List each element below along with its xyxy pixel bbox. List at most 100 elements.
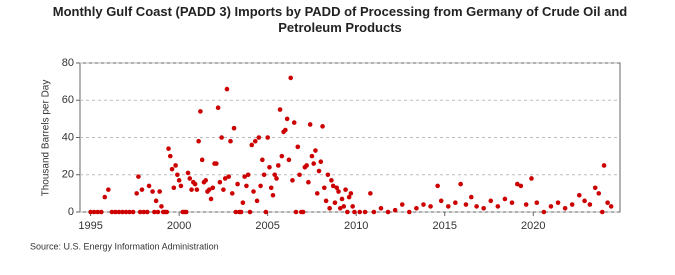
point <box>330 183 336 189</box>
point <box>261 172 267 178</box>
point <box>150 189 155 194</box>
point <box>309 153 315 159</box>
point <box>219 135 224 140</box>
point <box>270 192 276 198</box>
point <box>428 204 433 209</box>
point <box>252 138 258 144</box>
point <box>249 142 255 148</box>
point <box>290 178 295 183</box>
point <box>534 200 540 205</box>
point <box>127 209 132 215</box>
point <box>293 209 299 215</box>
point <box>297 172 302 178</box>
y-tick-label: 80 <box>62 57 74 69</box>
point <box>187 176 193 181</box>
point <box>313 148 318 153</box>
point <box>322 185 327 191</box>
x-tick-label: 2015 <box>432 220 456 232</box>
point <box>233 209 239 215</box>
point <box>279 153 285 159</box>
point <box>458 181 463 187</box>
point <box>334 185 340 191</box>
point <box>548 204 554 209</box>
point <box>183 209 189 215</box>
point <box>481 205 486 211</box>
point <box>277 107 283 112</box>
point <box>116 209 122 215</box>
point <box>141 209 147 215</box>
point <box>189 187 194 192</box>
point <box>569 202 575 207</box>
point <box>332 200 338 205</box>
point <box>214 161 219 166</box>
point <box>137 209 143 215</box>
point <box>438 198 444 204</box>
point <box>592 185 598 191</box>
y-tick-label: 40 <box>62 131 74 143</box>
point <box>260 157 265 163</box>
y-axis-label: Thousand Barrels per Day <box>41 80 52 197</box>
point <box>435 183 440 189</box>
point <box>523 202 529 207</box>
point <box>555 200 561 205</box>
point <box>325 172 331 178</box>
point <box>144 209 150 215</box>
point <box>288 75 293 81</box>
point <box>385 209 391 215</box>
point <box>146 183 152 189</box>
point <box>98 209 104 215</box>
point <box>378 205 384 211</box>
point <box>407 209 412 215</box>
chart-title: Monthly Gulf Coast (PADD 3) Imports by P… <box>52 4 628 35</box>
point <box>291 120 297 125</box>
point <box>562 205 568 211</box>
point <box>102 194 108 200</box>
point <box>286 157 292 163</box>
point <box>368 191 373 196</box>
point <box>251 189 256 194</box>
point <box>509 200 515 205</box>
point <box>206 187 212 192</box>
x-tick-label: 2000 <box>167 220 191 232</box>
point <box>203 178 209 183</box>
point <box>176 178 182 183</box>
point <box>210 185 216 191</box>
point <box>300 209 306 215</box>
point <box>502 196 508 202</box>
point <box>265 135 270 140</box>
point <box>341 204 347 209</box>
point <box>240 200 246 205</box>
point <box>320 124 325 129</box>
point <box>318 159 324 165</box>
point <box>348 191 354 196</box>
point <box>238 209 244 215</box>
point <box>601 163 607 168</box>
point <box>576 192 582 198</box>
point <box>242 174 247 179</box>
point <box>208 196 214 202</box>
point <box>194 187 200 192</box>
point <box>221 187 226 192</box>
point <box>109 209 115 215</box>
point <box>283 127 288 133</box>
point <box>192 181 198 187</box>
x-tick-label: 2020 <box>521 220 545 232</box>
point <box>371 209 377 215</box>
point <box>323 198 329 204</box>
point <box>254 198 260 204</box>
point <box>495 204 501 209</box>
point <box>399 202 405 207</box>
point <box>167 153 173 159</box>
point <box>587 202 593 207</box>
point <box>274 176 279 181</box>
point <box>345 209 350 215</box>
point <box>153 198 159 204</box>
x-tick-label: 2005 <box>255 220 279 232</box>
x-tick-label: 2010 <box>344 220 368 232</box>
point <box>139 187 145 192</box>
point <box>258 183 263 189</box>
point <box>235 181 240 187</box>
point <box>199 157 205 163</box>
